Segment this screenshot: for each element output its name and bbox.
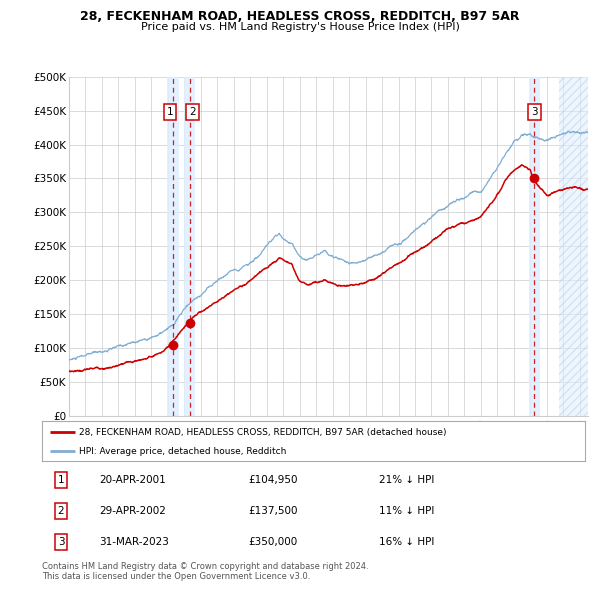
Text: 11% ↓ HPI: 11% ↓ HPI (379, 506, 434, 516)
Text: 28, FECKENHAM ROAD, HEADLESS CROSS, REDDITCH, B97 5AR (detached house): 28, FECKENHAM ROAD, HEADLESS CROSS, REDD… (79, 428, 446, 437)
Text: 20-APR-2001: 20-APR-2001 (99, 475, 166, 485)
Text: Price paid vs. HM Land Registry's House Price Index (HPI): Price paid vs. HM Land Registry's House … (140, 22, 460, 32)
Text: 31-MAR-2023: 31-MAR-2023 (99, 537, 169, 547)
Text: £137,500: £137,500 (248, 506, 298, 516)
Bar (184, 77, 196, 416)
Text: 2: 2 (190, 107, 196, 117)
Text: Contains HM Land Registry data © Crown copyright and database right 2024.
This d: Contains HM Land Registry data © Crown c… (42, 562, 368, 581)
Text: 3: 3 (58, 537, 64, 547)
Text: 1: 1 (167, 107, 173, 117)
Bar (167, 77, 179, 416)
Text: £350,000: £350,000 (248, 537, 298, 547)
Text: HPI: Average price, detached house, Redditch: HPI: Average price, detached house, Redd… (79, 447, 286, 456)
Text: 2: 2 (58, 506, 64, 516)
Bar (559, 77, 588, 416)
Text: 28, FECKENHAM ROAD, HEADLESS CROSS, REDDITCH, B97 5AR: 28, FECKENHAM ROAD, HEADLESS CROSS, REDD… (80, 10, 520, 23)
Text: 16% ↓ HPI: 16% ↓ HPI (379, 537, 434, 547)
Text: £104,950: £104,950 (248, 475, 298, 485)
Text: 21% ↓ HPI: 21% ↓ HPI (379, 475, 434, 485)
Text: 1: 1 (58, 475, 64, 485)
Text: 29-APR-2002: 29-APR-2002 (99, 506, 166, 516)
Bar (529, 77, 540, 416)
Text: 3: 3 (531, 107, 538, 117)
